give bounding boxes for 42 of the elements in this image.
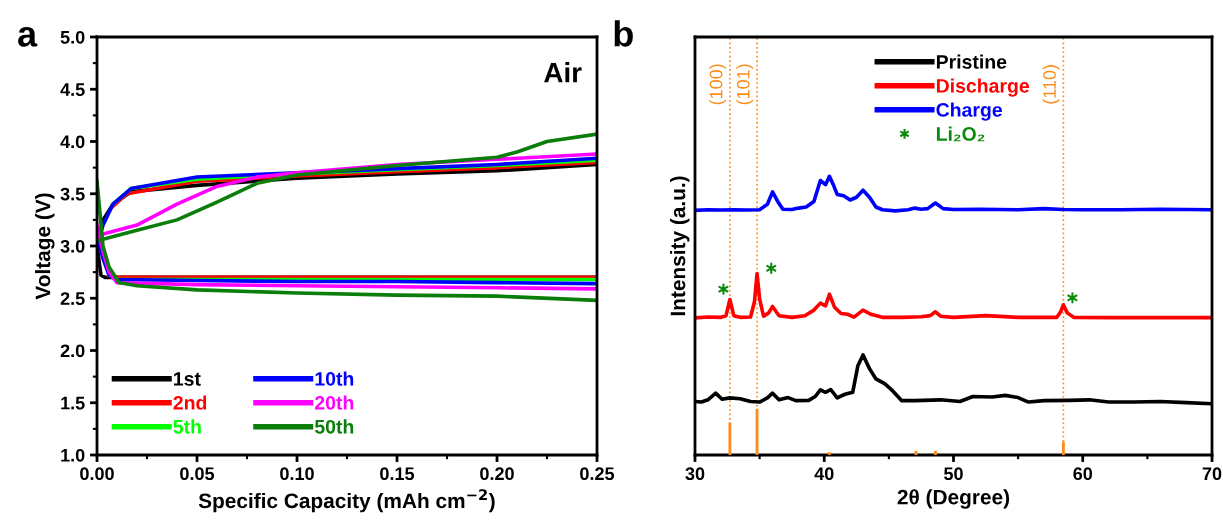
x-tick-label: 70 (1202, 467, 1222, 481)
y-tick-label: 3.5 (60, 187, 85, 201)
annotation: (100) (709, 64, 727, 105)
x-tick-label: 0.15 (380, 467, 415, 481)
y-tick-label: 4.5 (60, 83, 85, 96)
legend-label: 2nd (173, 395, 207, 410)
y-axis-title: Voltage (V) (35, 193, 55, 300)
legend-label: Charge (936, 102, 1002, 121)
x-axis-title: Specific Capacity (mAh cm$^{−2}$) (198, 489, 495, 513)
text: b (614, 20, 633, 47)
y-tick-label: 1.5 (61, 396, 85, 410)
x-tick-label: 0.05 (180, 467, 215, 481)
x-tick-label: 30 (685, 467, 705, 481)
x-tick-label: 0.20 (480, 467, 514, 481)
y-tick-label: 3.0 (60, 239, 85, 253)
legend-label: 5th (173, 419, 201, 434)
annotation: (101) (736, 64, 754, 105)
legend-label: Pristine (936, 54, 1007, 69)
legend-label: 1st (174, 372, 201, 386)
x-tick-label: 50 (944, 467, 963, 481)
x-tick-label: 0.25 (580, 467, 615, 481)
bar (933, 450, 937, 455)
annotation: Air (544, 62, 582, 83)
y-tick-label: 2.5 (60, 292, 85, 305)
legend-label: 50th (314, 419, 354, 434)
y-tick-label: 2.0 (60, 344, 85, 358)
text: a (18, 26, 38, 47)
legend-label: Li₂O₂ (936, 126, 985, 142)
x-tick-label: 0.10 (280, 467, 314, 481)
legend-label: 10th (315, 371, 354, 386)
x-tick-label: 0.00 (80, 467, 114, 481)
x-tick-label: 40 (814, 467, 834, 481)
legend-label: Discharge (936, 78, 1030, 97)
x-axis-title: 2θ (Degree) (897, 489, 1010, 509)
y-tick-label: 1.0 (61, 448, 85, 462)
annotation: (110) (1042, 65, 1060, 104)
y-axis-title: Intensity (a.u.) (670, 176, 690, 316)
y-tick-label: 5.0 (60, 30, 85, 44)
y-tick-label: 4.0 (60, 135, 85, 149)
x-tick-label: 60 (1073, 467, 1093, 481)
bar (828, 452, 831, 455)
legend-label: 20th (315, 395, 354, 410)
